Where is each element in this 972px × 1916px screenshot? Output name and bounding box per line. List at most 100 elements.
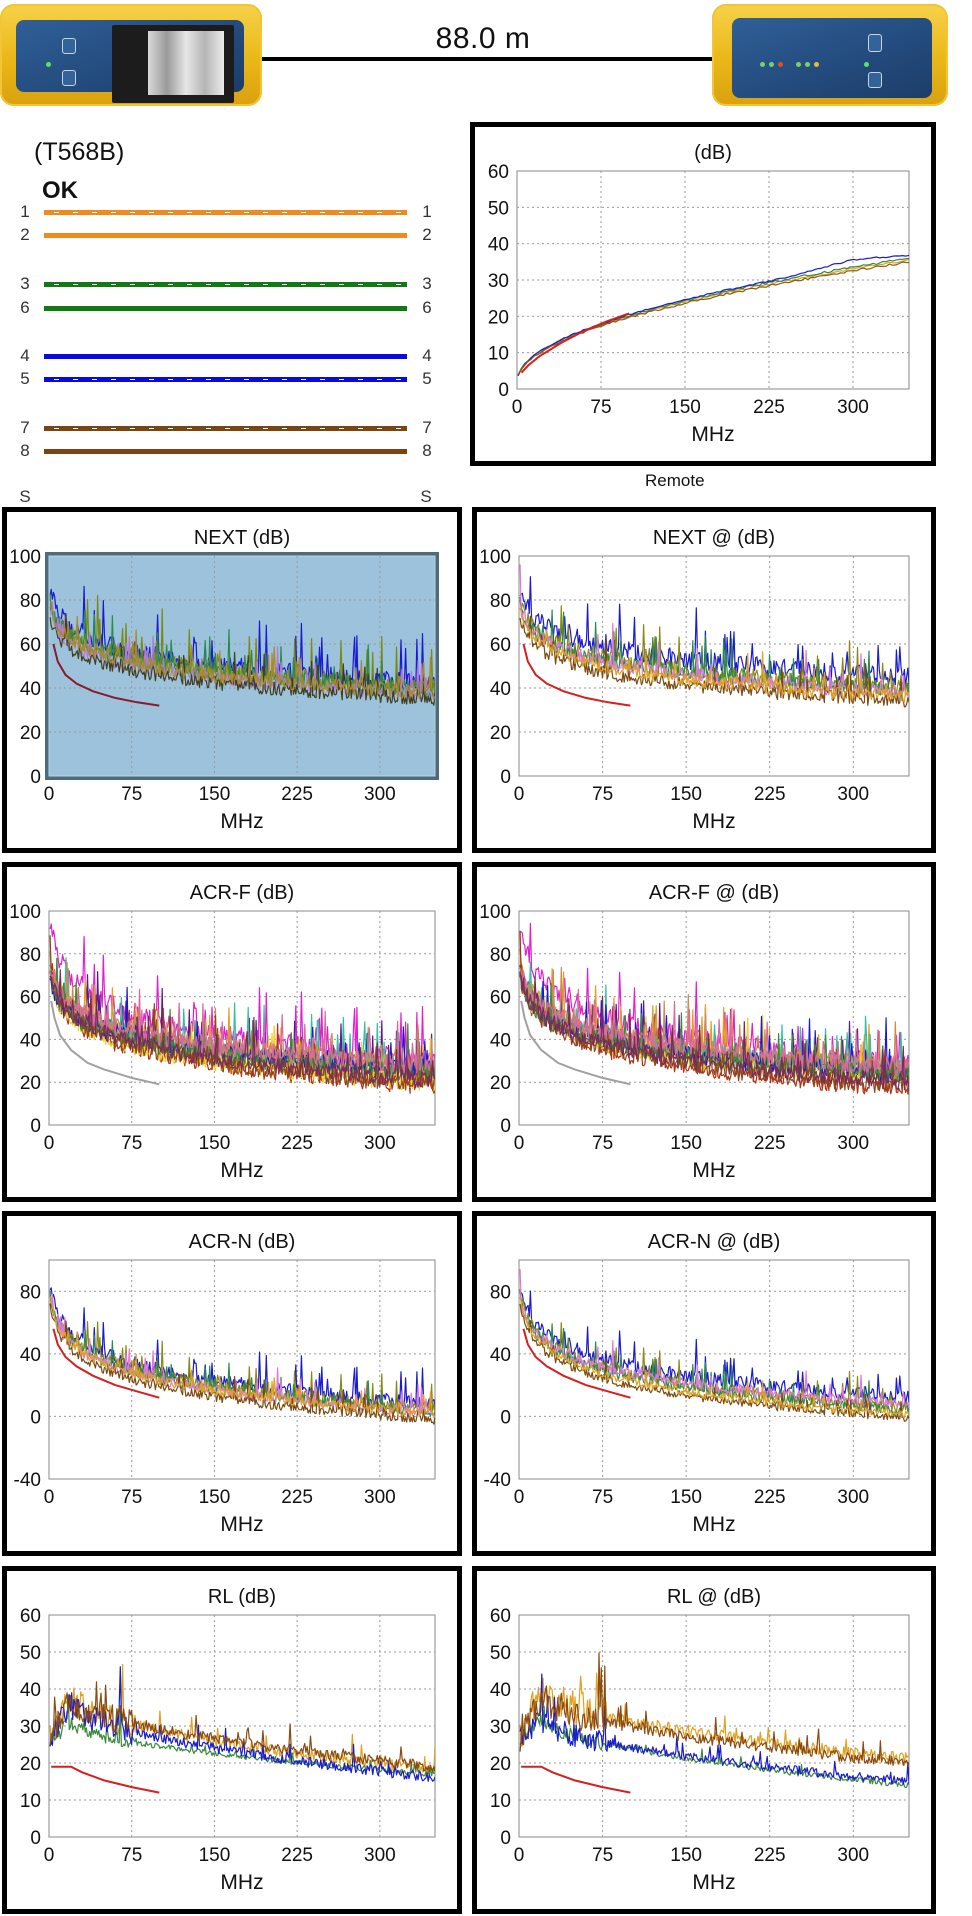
chart-svg: NEXT (dB) 0 75 150 225 300 0 20 40 60 80 100 MHz [9,527,439,833]
acrn-chart[interactable]: ACR-N (dB) 0 75 150 225 300 -40 0 40 80 MHz [2,1211,462,1556]
x-tick-label: 75 [590,397,611,418]
main-unit-screen [112,25,234,103]
y-tick-label: -40 [484,1470,511,1491]
acrf-remote-chart[interactable]: ACR-F @ (dB) 0 75 150 225 300 0 20 40 60 80 100 MHz [472,862,936,1202]
x-tick-label: 0 [44,1133,55,1154]
remote-led-5 [805,62,810,67]
series-line-12-36 [519,1290,909,1405]
acrn-remote-chart[interactable]: ACR-N @ (dB) 0 75 150 225 300 -40 0 40 80 MHz [472,1211,936,1556]
series-line-45-78 [519,1296,909,1419]
x-tick-label: 225 [281,1487,313,1508]
next-chart[interactable]: NEXT (dB) 0 75 150 225 300 0 20 40 60 80 100 MHz [2,507,462,853]
main-unit-button-bottom [62,70,76,86]
chart-svg: ACR-F @ (dB) 0 75 150 225 300 0 20 40 60 80 100 MHz [479,882,910,1182]
y-tick-label: 80 [20,591,41,612]
chart-title: RL (dB) [208,1586,276,1608]
x-tick-label: 150 [199,1487,231,1508]
x-tick-label: 225 [754,1133,786,1154]
x-tick-label: 75 [121,1133,142,1154]
series-line-78 [49,1681,435,1773]
series-line-pair-45 [517,254,909,376]
y-tick-label: 60 [490,1606,511,1627]
x-tick-label: 75 [592,1845,613,1866]
y-tick-label: 40 [20,1030,41,1051]
wire-pin-3 [44,282,407,287]
y-tick-label: 60 [488,162,509,183]
pin-label-left: 4 [20,346,30,365]
shield-right-label: S [420,487,432,506]
y-tick-label: 40 [490,1680,511,1701]
limit-line [521,1765,631,1794]
chart-svg: (dB) 0 75 150 225 300 0 10 20 30 40 50 60 MHz [488,142,910,446]
y-tick-label: 80 [490,591,511,612]
y-tick-label: 30 [490,1717,511,1738]
x-axis-label: MHz [220,1159,263,1182]
x-axis-label: MHz [220,1513,263,1536]
series-line-s11 [49,968,435,1074]
chart-title: ACR-N @ (dB) [648,1231,781,1253]
wire-pin-6 [44,306,407,311]
wire-pin-5 [44,377,407,382]
rl-remote-chart[interactable]: RL @ (dB) 0 75 150 225 300 0 10 20 30 40 50 60 MHz [472,1566,936,1914]
x-axis-label: MHz [692,1871,735,1894]
remote-unit-button-top [868,34,882,52]
main-unit-led [46,62,51,67]
y-tick-label: 80 [20,1282,41,1303]
x-tick-label: 300 [364,1133,396,1154]
x-tick-label: 225 [754,1487,786,1508]
acrf-chart[interactable]: ACR-F (dB) 0 75 150 225 300 0 20 40 60 80 100 MHz [2,862,462,1202]
x-tick-label: 150 [199,1133,231,1154]
pin-label-left: 6 [20,298,30,317]
y-tick-label: 20 [20,723,41,744]
series-line-s12 [49,969,435,1088]
series-line-pair-78 [517,261,909,376]
wire-pin-1 [44,210,407,215]
x-axis-label: MHz [692,810,735,833]
cable-line [262,57,712,61]
x-tick-label: 225 [281,1845,313,1866]
x-tick-label: 225 [281,1133,313,1154]
chart-title: RL @ (dB) [667,1586,761,1608]
pin-label-left: 3 [20,274,30,293]
remote-label: Remote [645,471,705,490]
pin-label-left: 2 [20,225,30,244]
remote-unit-button-bottom [868,72,882,88]
series-line-s11 [519,967,909,1076]
chart-title: ACR-N (dB) [189,1231,296,1253]
y-tick-label: 40 [20,1680,41,1701]
x-tick-label: 150 [199,1845,231,1866]
series-line-12-45 [519,600,909,697]
remote-led-2 [769,62,774,67]
chart-title: NEXT (dB) [194,527,290,549]
remote-led-4 [796,62,801,67]
plot-area [518,910,910,1126]
main-unit-button-top [62,38,76,54]
x-tick-label: 150 [199,784,231,805]
y-tick-label: 40 [20,679,41,700]
series-line-s12 [519,973,909,1091]
chart-svg: RL (dB) 0 75 150 225 300 0 10 20 30 40 50 60 MHz [20,1586,436,1894]
x-tick-label: 300 [364,1487,396,1508]
y-tick-label: 80 [20,945,41,966]
remote-led-power [864,62,869,67]
x-tick-label: 300 [364,784,396,805]
next-remote-chart[interactable]: NEXT @ (dB) 0 75 150 225 300 0 20 40 60 80 100 MHz [472,507,936,853]
limit-line [520,1000,631,1086]
chart-svg: ACR-F (dB) 0 75 150 225 300 0 20 40 60 80 100 MHz [9,882,436,1182]
x-tick-label: 300 [837,1487,869,1508]
y-tick-label: 0 [500,1407,511,1428]
pin-label-right: 3 [422,274,432,293]
series-line-45 [519,1673,909,1786]
x-tick-label: 75 [121,784,142,805]
x-tick-label: 225 [754,1845,786,1866]
rl-chart[interactable]: RL (dB) 0 75 150 225 300 0 10 20 30 40 50 60 MHz [2,1566,462,1914]
y-tick-label: 20 [490,1073,511,1094]
x-tick-label: 150 [670,1845,702,1866]
pin-label-right: 8 [422,441,432,460]
remote-led-1 [760,62,765,67]
pin-label-right: 6 [422,298,432,317]
pin-label-left: 1 [20,202,30,221]
x-tick-label: 0 [44,1487,55,1508]
x-tick-label: 75 [592,1487,613,1508]
